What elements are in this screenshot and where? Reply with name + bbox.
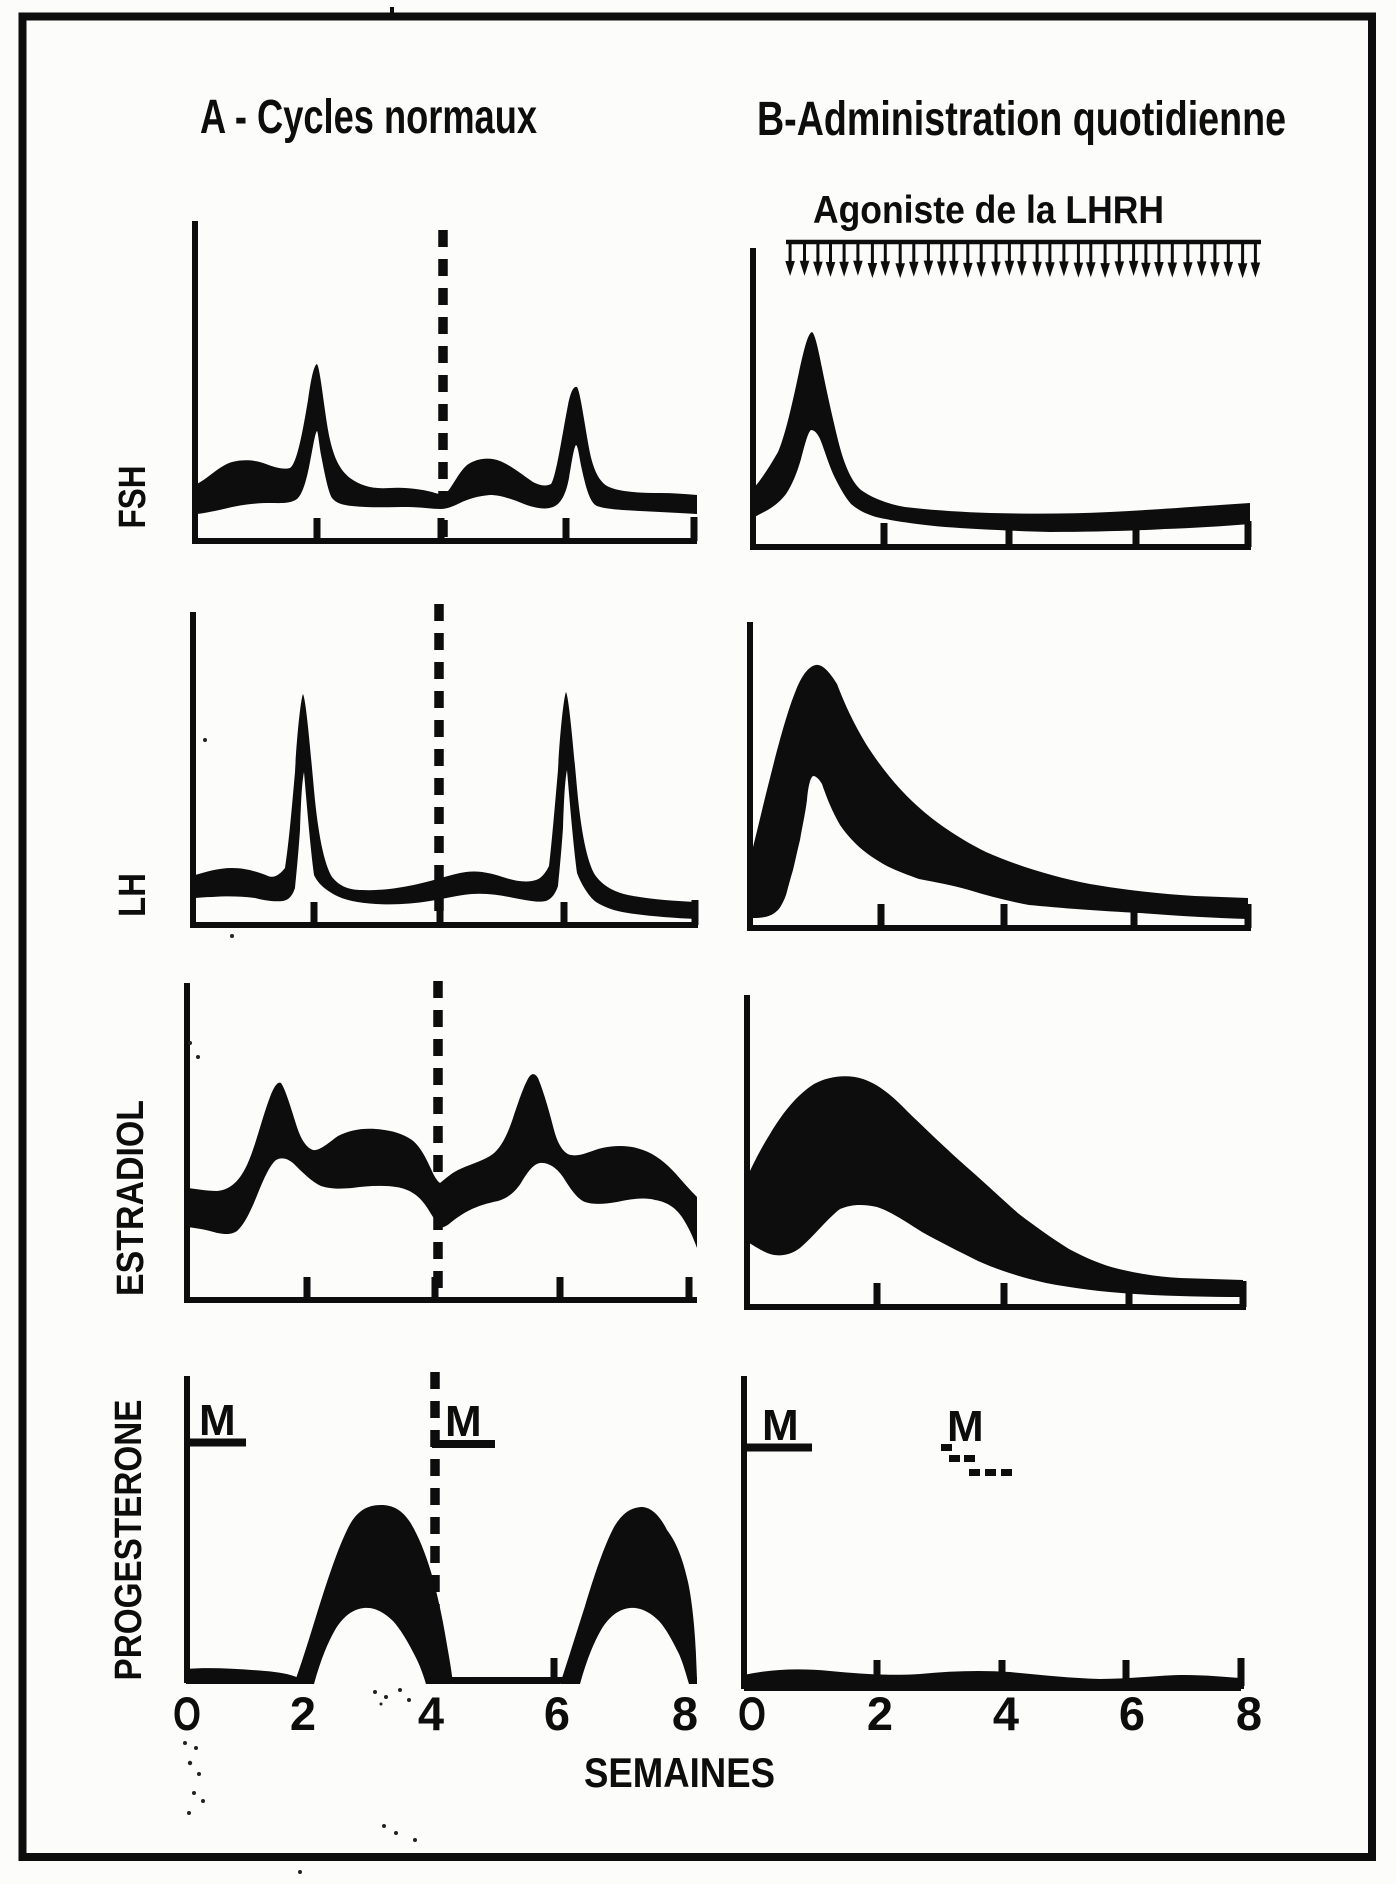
svg-text:O: O <box>173 1687 201 1740</box>
svg-text:Agoniste de la LHRH: Agoniste de la LHRH <box>813 189 1164 232</box>
svg-text:SEMAINES: SEMAINES <box>584 1749 775 1796</box>
svg-text:LH: LH <box>112 873 154 917</box>
svg-text:2: 2 <box>290 1687 316 1740</box>
svg-text:M: M <box>445 1397 482 1446</box>
svg-text:B-Administration quotidienne: B-Administration quotidienne <box>757 93 1286 146</box>
svg-text:4: 4 <box>993 1687 1019 1740</box>
svg-text:8: 8 <box>672 1687 698 1740</box>
svg-text:6: 6 <box>1119 1687 1145 1740</box>
svg-text:FSH: FSH <box>112 466 154 529</box>
svg-text:O: O <box>738 1687 766 1740</box>
svg-text:A - Cycles normaux: A - Cycles normaux <box>200 91 537 144</box>
svg-text:ESTRADIOL: ESTRADIOL <box>110 1100 152 1296</box>
svg-text:8: 8 <box>1236 1687 1262 1740</box>
svg-text:PROGESTERONE: PROGESTERONE <box>108 1400 150 1681</box>
svg-text:M: M <box>199 1396 236 1445</box>
svg-text:4: 4 <box>418 1687 444 1740</box>
svg-text:6: 6 <box>544 1687 570 1740</box>
svg-text:2: 2 <box>867 1687 893 1740</box>
svg-text:M: M <box>947 1402 984 1451</box>
svg-text:M: M <box>762 1401 799 1450</box>
